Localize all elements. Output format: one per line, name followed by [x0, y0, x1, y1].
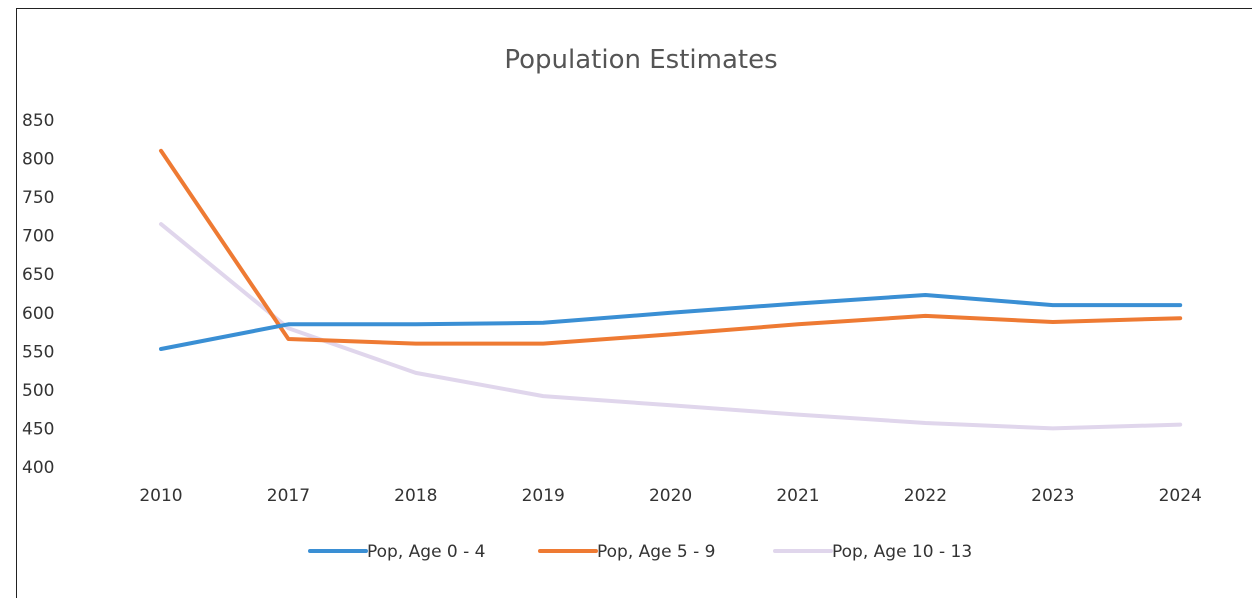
series-line-0: [159, 293, 1183, 351]
x-tick-label: 2021: [776, 486, 819, 506]
y-axis-ticks: 850 800 750 700 650 600 550 500 450 400: [22, 111, 54, 478]
y-tick-label: 650: [22, 265, 54, 285]
x-tick-label: 2024: [1159, 486, 1202, 506]
chart-frame: [16, 8, 1252, 598]
x-tick-label: 2022: [904, 486, 947, 506]
chart-title: Population Estimates: [504, 45, 777, 75]
series-line-2: [159, 222, 1183, 431]
y-tick-label: 400: [22, 458, 54, 478]
y-tick-label: 700: [22, 227, 54, 247]
legend: Pop, Age 0 - 4 Pop, Age 5 - 9 Pop, Age 10 …: [308, 542, 972, 562]
legend-label-0: Pop, Age 0 - 4: [367, 542, 486, 562]
x-tick-label: 2023: [1031, 486, 1074, 506]
y-tick-label: 800: [22, 150, 54, 170]
y-tick-label: 450: [22, 419, 54, 439]
x-axis-ticks: 2010 2017 2018 2019 2020 2021 2022 2023 2024: [139, 486, 1201, 506]
legend-label-1: Pop, Age 5 - 9: [597, 542, 716, 562]
y-tick-label: 500: [22, 381, 54, 401]
x-tick-label: 2019: [522, 486, 565, 506]
y-tick-label: 600: [22, 304, 54, 324]
legend-label-2: Pop, Age 10 - 13: [832, 542, 972, 562]
series-lines: [159, 148, 1183, 431]
x-tick-label: 2017: [267, 486, 310, 506]
x-tick-label: 2020: [649, 486, 692, 506]
series-line-1: [159, 148, 1183, 346]
y-tick-label: 550: [22, 342, 54, 362]
x-tick-label: 2010: [139, 486, 182, 506]
y-tick-label: 850: [22, 111, 54, 131]
x-tick-label: 2018: [394, 486, 437, 506]
y-tick-label: 750: [22, 188, 54, 208]
